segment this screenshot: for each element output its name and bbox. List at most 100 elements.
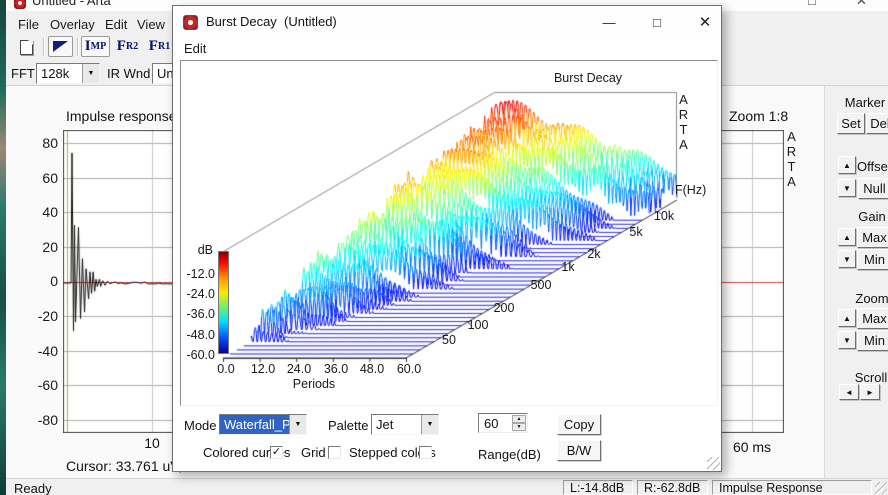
range-spinner-value: 60: [484, 416, 499, 431]
fr2-mode-button[interactable]: F R2: [112, 36, 143, 57]
imp-sub: MP: [90, 41, 107, 52]
period-tick: 36.0: [323, 362, 349, 376]
main-maximize-icon[interactable]: □: [808, 0, 816, 8]
y-tick: -40: [37, 343, 58, 359]
mode-value: Waterfall_P: [220, 415, 289, 434]
grid-checkbox[interactable]: ✓: [328, 446, 341, 459]
status-bar: Ready L:-14.8dB R:-62.8dB Impulse Respon…: [6, 478, 888, 495]
freq-tick: 500: [530, 278, 552, 292]
colored-curves-label: Colored curves: [203, 445, 291, 460]
y-tick: 20: [42, 239, 58, 255]
period-tick: 0.0: [217, 362, 235, 376]
status-ready: Ready: [14, 481, 52, 495]
toolbar-separator: [77, 38, 79, 56]
freq-tick: 50: [442, 333, 456, 347]
dialog-titlebar[interactable]: Burst Decay (Untitled) — □ ✕: [173, 6, 721, 39]
arta-dialog-icon: [183, 15, 198, 30]
spinner-up-icon[interactable]: ▲: [512, 415, 526, 423]
close-icon[interactable]: ✕: [698, 14, 712, 31]
period-tick: 48.0: [359, 362, 385, 376]
menu-edit[interactable]: Edit: [105, 17, 128, 32]
y-tick: -60: [37, 377, 58, 393]
offset-down-button[interactable]: ▼: [838, 179, 856, 197]
x-tick-10: 10: [144, 435, 160, 451]
chevron-down-icon[interactable]: ▼: [82, 64, 99, 83]
y-tick: -80: [37, 412, 58, 428]
zoom-down-button[interactable]: ▼: [838, 331, 856, 349]
colored-curves-checkbox[interactable]: ✓: [270, 446, 283, 459]
bw-button[interactable]: B/W: [557, 440, 601, 461]
colorbar: [218, 251, 229, 354]
spinner-down-icon[interactable]: ▼: [512, 423, 526, 431]
dialog-resize-grip[interactable]: [707, 457, 720, 470]
period-tick: 24.0: [286, 362, 312, 376]
copy-button[interactable]: Copy: [557, 414, 601, 435]
zoom-up-button[interactable]: ▲: [838, 309, 856, 327]
fft-label: FFT: [11, 66, 35, 81]
window-resize-grip[interactable]: [875, 482, 887, 494]
waterfall-arta-label: ARTA: [678, 92, 689, 152]
db-tick: -12.0: [186, 267, 216, 281]
offset-up-button[interactable]: ▲: [838, 156, 856, 174]
marker-set-button[interactable]: Set: [837, 113, 865, 134]
period-tick: 60.0: [396, 362, 422, 376]
maximize-icon[interactable]: □: [653, 14, 661, 30]
menu-view[interactable]: View: [137, 17, 165, 32]
fr1-mode-button[interactable]: F R1: [144, 36, 175, 57]
grid-label: Grid: [301, 445, 326, 460]
arta-app-icon: [14, 0, 26, 9]
stepped-colors-checkbox[interactable]: ✓: [419, 446, 432, 459]
scroll-left-button[interactable]: ◄: [839, 384, 859, 400]
y-tick: 80: [42, 135, 58, 151]
imp-label: I: [84, 38, 91, 54]
x-tick-60ms: 60 ms: [732, 439, 772, 455]
fr2-label: F: [116, 38, 126, 54]
offset-label: Offset: [857, 159, 888, 174]
y-tick: 0: [50, 273, 58, 289]
gain-min-button[interactable]: Min: [857, 249, 888, 270]
periods-axis-label: Periods: [292, 377, 336, 391]
range-spinner[interactable]: 60 ▲ ▼: [478, 413, 528, 433]
arta-watermark: ARTA: [786, 129, 797, 189]
new-document-button[interactable]: [14, 37, 38, 58]
zoom-max-button[interactable]: Max: [857, 308, 888, 329]
gain-up-button[interactable]: ▲: [838, 228, 856, 246]
chevron-down-icon[interactable]: ▼: [421, 415, 438, 434]
minimize-icon[interactable]: —: [602, 14, 616, 30]
mode-combobox[interactable]: Waterfall_P ▼: [219, 414, 307, 435]
chevron-down-icon[interactable]: ▼: [289, 415, 306, 434]
mode-label: Mode: [184, 418, 217, 433]
freq-tick: 200: [493, 301, 515, 315]
gain-label: Gain: [858, 209, 886, 224]
signal-record-button[interactable]: [48, 36, 73, 57]
status-mode: Impulse Response: [712, 480, 872, 495]
scroll-label: Scroll: [854, 370, 888, 385]
burst-decay-dialog: Burst Decay (Untitled) — □ ✕ Edit Burst …: [172, 5, 722, 472]
new-document-icon: [19, 40, 33, 55]
impulse-title: Impulse response: [66, 108, 177, 124]
palette-combobox[interactable]: Jet ▼: [371, 414, 439, 435]
main-close-icon[interactable]: ✕: [856, 0, 867, 8]
y-tick: 60: [42, 170, 58, 186]
cursor-readout: Cursor: 33.761 uV,: [66, 458, 183, 474]
gain-down-button[interactable]: ▼: [838, 250, 856, 268]
db-tick: -48.0: [186, 328, 216, 342]
status-left-level: L:-14.8dB: [563, 480, 633, 495]
offset-null-button[interactable]: Null: [858, 178, 888, 199]
fft-size-combobox[interactable]: 128k ▼: [36, 63, 100, 84]
menu-overlay[interactable]: Overlay: [50, 17, 95, 32]
fft-size-value: 128k: [41, 66, 70, 81]
stepped-colors-label: Stepped colors: [349, 445, 436, 460]
marker-del-button[interactable]: Del: [866, 113, 888, 134]
dialog-menu-edit[interactable]: Edit: [184, 41, 207, 56]
menu-file[interactable]: File: [18, 17, 39, 32]
imp-mode-button[interactable]: I MP: [81, 36, 110, 57]
db-axis-label: dB: [197, 243, 213, 257]
freq-axis-label: F(Hz): [675, 183, 707, 197]
zoom-min-button[interactable]: Min: [857, 330, 888, 351]
period-tick: 12.0: [250, 362, 276, 376]
gain-max-button[interactable]: Max: [857, 227, 888, 248]
waterfall-title: Burst Decay: [553, 71, 623, 85]
scroll-right-button[interactable]: ►: [860, 384, 880, 400]
